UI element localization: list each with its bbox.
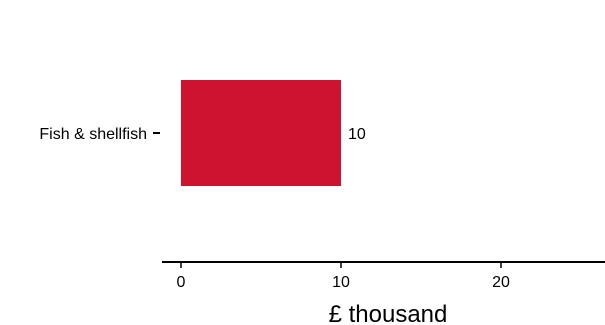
x-axis: 0 10 20: [162, 261, 605, 291]
bar-0: [181, 80, 341, 186]
category-label-0: Fish & shellfish: [39, 126, 147, 143]
x-axis-title: £ thousand: [329, 301, 448, 325]
x-tick-label-2: 20: [492, 274, 510, 291]
bars-layer: 10: [181, 80, 366, 186]
data-label-0: 10: [348, 126, 366, 143]
x-tick-label-0: 0: [177, 274, 186, 291]
y-axis: Fish & shellfish: [39, 126, 160, 143]
x-tick-label-1: 10: [332, 274, 350, 291]
